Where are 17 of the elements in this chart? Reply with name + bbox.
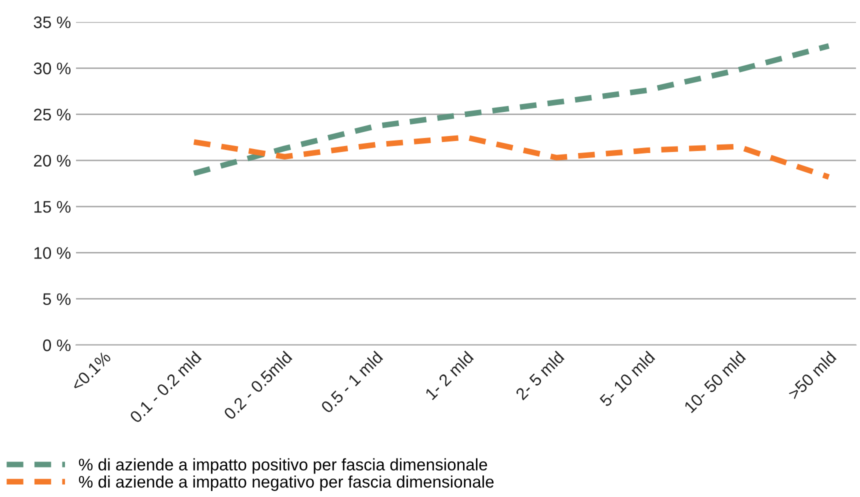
legend-label: % di aziende a impatto negativo per fascia dimensionale <box>78 475 494 491</box>
x-tick-label: 1- 2 mld <box>424 350 474 400</box>
y-tick-label: 15 % <box>34 201 71 213</box>
y-tick-label: 5 % <box>43 293 71 306</box>
x-tick-label: 2- 5 mld <box>514 350 565 400</box>
y-tick-label: 20 % <box>34 154 71 167</box>
y-tick-label: 25 % <box>34 108 71 120</box>
x-tick-label: >50 mld <box>787 350 837 400</box>
x-tick-label: 5- 10 mld <box>598 350 656 408</box>
y-tick-label: 35 % <box>34 16 71 28</box>
y-tick-label: 30 % <box>34 62 71 74</box>
x-tick-label: 0.1 - 0.2 mld <box>128 350 202 424</box>
y-tick-label: 10 % <box>34 247 71 259</box>
legend-label: % di aziende a impatto positivo per fascia dimensionale <box>78 458 488 474</box>
x-tick-label: 0.5 - 1 mld <box>320 350 384 414</box>
x-tick-label: 10- 50 mld <box>683 350 746 414</box>
y-tick-label: 0 % <box>43 339 71 352</box>
